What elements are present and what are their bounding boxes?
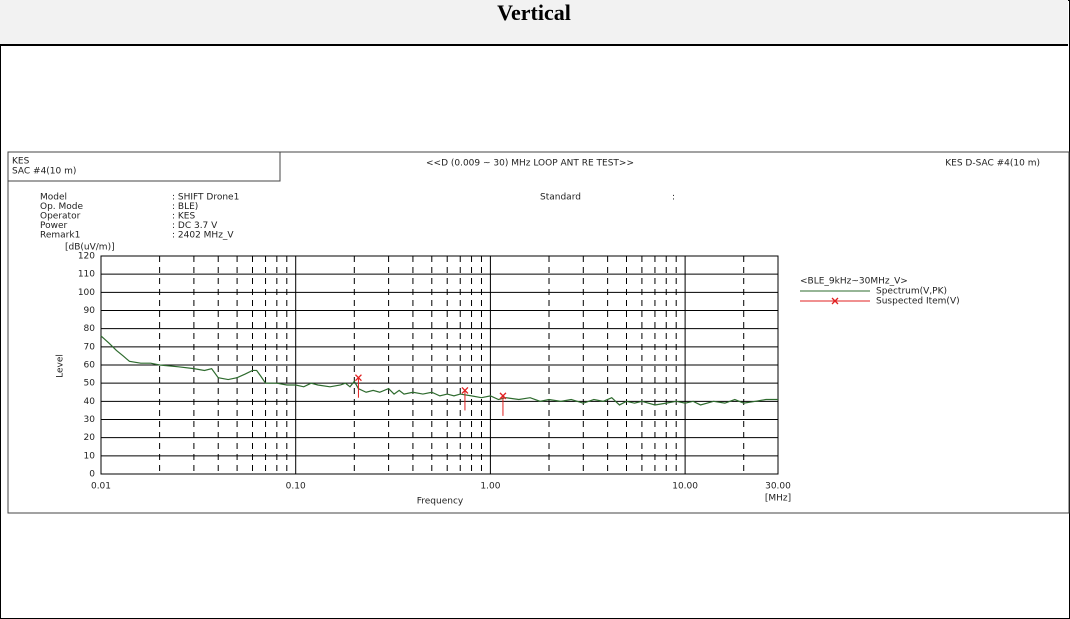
y-label: Level: [56, 354, 66, 378]
legend-label: Spectrum(V,PK): [876, 287, 947, 297]
chart-title: <<D (0.009 ~ 30) MHz LOOP ANT RE TEST>>: [426, 159, 634, 169]
site-box: [7, 151, 281, 182]
y-tick-label: 30: [84, 415, 96, 425]
legend-marker: [831, 297, 839, 305]
y-tick-label: 120: [78, 252, 95, 262]
suspect-marker: [499, 392, 507, 400]
x-tick-label: 0.10: [286, 482, 306, 492]
info-label: Operator: [40, 212, 81, 222]
site-label: KES: [12, 157, 30, 167]
info-value: : KES: [172, 212, 195, 222]
x-tick-label: 0.01: [91, 482, 111, 492]
info-label: Power: [40, 221, 68, 231]
y-tick-label: 100: [78, 288, 95, 298]
standard-label: Standard: [540, 193, 581, 203]
standard-value: :: [672, 193, 675, 203]
y-tick-label: 80: [84, 324, 96, 334]
site-label: SAC #4(10 m): [12, 167, 76, 177]
info-label: Model: [40, 193, 67, 203]
suspect-marker: [354, 374, 362, 382]
info-value: : BLE): [172, 202, 198, 212]
y-tick-label: 110: [78, 270, 95, 280]
info-value: : SHIFT Drone1: [172, 193, 239, 203]
x-tick-label: 1.00: [480, 482, 500, 492]
y-tick-label: 10: [84, 451, 96, 461]
y-tick-label: 0: [89, 470, 95, 480]
y-unit: [dB(uV/m)]: [65, 243, 115, 253]
suspect-marker: [461, 386, 469, 394]
x-tick-label: 30.00: [765, 482, 791, 492]
chart-border: [7, 151, 1070, 514]
y-tick-label: 20: [84, 433, 96, 443]
y-tick-label: 40: [84, 397, 96, 407]
info-value: : 2402 MHz_V: [172, 231, 234, 241]
legend-label: Suspected Item(V): [876, 297, 960, 307]
spectrum-line: [100, 335, 778, 406]
x-label: Frequency: [417, 497, 464, 507]
info-value: : DC 3.7 V: [172, 221, 218, 231]
y-tick-label: 90: [84, 306, 96, 316]
x-tick-label: 10.00: [672, 482, 698, 492]
y-tick-label: 50: [84, 379, 96, 389]
y-tick-label: 60: [84, 361, 96, 371]
site-right: KES D-SAC #4(10 m): [945, 159, 1040, 169]
info-label: Remark1: [40, 231, 80, 241]
info-label: Op. Mode: [40, 202, 84, 212]
page-title: Vertical: [0, 0, 1068, 46]
x-unit: [MHz]: [765, 494, 791, 504]
y-tick-label: 70: [84, 342, 96, 352]
legend-title: <BLE_9kHz~30MHz_V>: [800, 277, 908, 287]
